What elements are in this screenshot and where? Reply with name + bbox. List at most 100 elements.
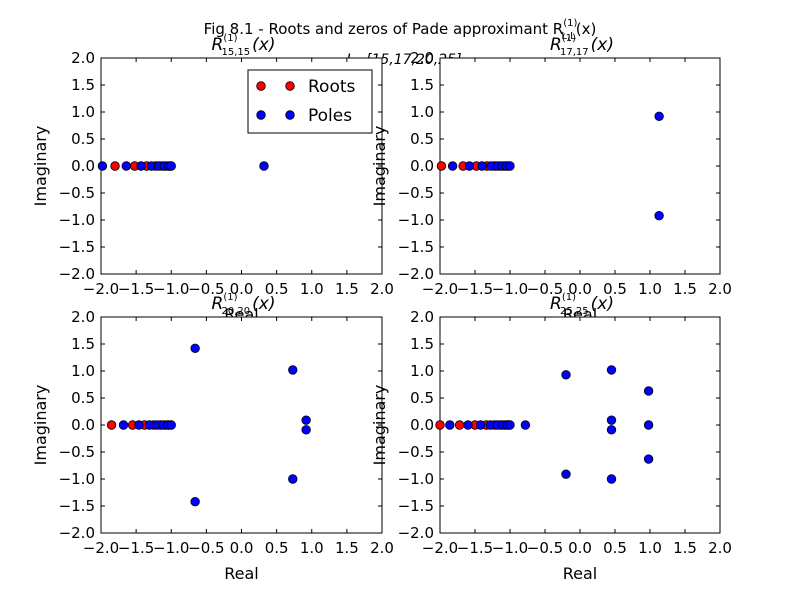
- pole-point: [464, 161, 475, 171]
- legend-roots-marker: [285, 81, 295, 91]
- panel-title-arg: (x): [591, 294, 614, 314]
- chart-panel-1: −2.0−1.5−1.0−0.5 0.0 0.5 1.0 1.5 2.02.01.51.0…: [31, 33, 394, 324]
- pole-point: [643, 454, 654, 464]
- x-tick-label: −1.5: [118, 280, 154, 298]
- y-tick-label: −2.0: [398, 524, 434, 542]
- y-tick-label: 1.0: [71, 362, 95, 380]
- x-tick-label: −1.5: [457, 539, 493, 557]
- pole-point: [121, 161, 131, 171]
- y-tick-label: −1.5: [59, 238, 95, 256]
- x-tick-label: 0.0: [568, 280, 592, 298]
- y-tick-label: −0.5: [59, 443, 95, 461]
- root-point: [454, 420, 465, 430]
- x-tick-label: 2.0: [370, 539, 394, 557]
- figure-suptitle: Fig 8.1 - Roots and zeros of Pade approx…: [204, 18, 597, 42]
- y-tick-label: −1.5: [59, 497, 95, 515]
- legend-roots-label: Roots: [308, 77, 356, 97]
- x-tick-label: 0.5: [603, 539, 627, 557]
- x-tick-label: 1.0: [300, 280, 324, 298]
- y-tick-label: 1.0: [410, 103, 434, 121]
- x-axis-label: Real: [563, 564, 598, 583]
- panel-title-sub: 17,17: [560, 47, 589, 58]
- pole-point: [477, 161, 487, 171]
- x-tick-label: −1.0: [153, 539, 189, 557]
- legend: Roots Poles: [247, 69, 373, 134]
- x-tick-label: −2.0: [83, 539, 119, 557]
- y-tick-label: 0.5: [71, 389, 95, 407]
- y-tick-label: −1.0: [398, 470, 434, 488]
- pole-point: [505, 161, 515, 171]
- x-tick-label: −1.0: [492, 539, 528, 557]
- chart-panel-4: −2.0−1.5−1.0−0.5 0.0 0.5 1.0 1.5 2.02.01.51.0…: [370, 292, 732, 583]
- pole-point: [606, 415, 617, 425]
- y-tick-label: −1.5: [398, 238, 434, 256]
- x-tick-label: −1.5: [457, 280, 493, 298]
- pole-point: [561, 370, 571, 380]
- panel-title-arg: (x): [252, 35, 275, 55]
- x-tick-label: −2.0: [422, 280, 458, 298]
- pole-point: [561, 469, 571, 479]
- y-tick-label: 2.0: [71, 308, 95, 326]
- panel-title: R(1) 20,20 (x): [212, 292, 276, 317]
- x-tick-label: −1.0: [153, 280, 189, 298]
- x-axis-label: Real: [224, 564, 259, 583]
- x-tick-label: 1.5: [335, 280, 359, 298]
- legend-poles-marker: [285, 110, 295, 120]
- x-tick-label: 0.0: [230, 280, 254, 298]
- pole-point: [505, 420, 515, 430]
- y-tick-label: 1.5: [410, 76, 434, 94]
- y-tick-label: 0.0: [71, 157, 95, 175]
- x-tick-label: −0.5: [527, 539, 563, 557]
- x-tick-label: −1.5: [118, 539, 154, 557]
- pole-point: [288, 474, 298, 484]
- pole-point: [654, 210, 664, 221]
- pole-point: [166, 420, 176, 430]
- pole-point: [134, 420, 144, 430]
- panel-title: R(1) 17,17 (x): [550, 33, 614, 58]
- panel-title-base: R: [550, 294, 562, 314]
- x-tick-label: 1.5: [335, 539, 359, 557]
- panel-title-arg: (x): [252, 294, 275, 314]
- panel-title-sub: 15,15: [221, 47, 250, 58]
- legend-frame: [247, 69, 373, 134]
- panel-title-sub: 20,20: [221, 306, 250, 317]
- root-point: [110, 161, 120, 171]
- panel-title-super: (1): [562, 33, 576, 44]
- x-tick-label: −0.5: [188, 539, 224, 557]
- pole-point: [606, 425, 617, 435]
- x-tick-label: 1.5: [673, 539, 697, 557]
- pole-point: [144, 420, 155, 430]
- root-point: [435, 420, 445, 430]
- root-point: [106, 420, 117, 430]
- y-tick-label: −2.0: [398, 265, 434, 283]
- x-tick-label: 1.0: [638, 539, 662, 557]
- pole-point: [643, 386, 654, 396]
- pole-point: [190, 496, 200, 507]
- x-tick-label: −0.5: [527, 280, 563, 298]
- panels: −2.0−1.5−1.0−0.5 0.0 0.5 1.0 1.5 2.02.01.51.0…: [31, 33, 732, 583]
- y-tick-label: −2.0: [59, 524, 95, 542]
- y-tick-label: 1.0: [410, 362, 434, 380]
- y-tick-label: −1.0: [398, 211, 434, 229]
- x-tick-label: 0.5: [265, 280, 289, 298]
- legend-poles-marker: [256, 110, 266, 120]
- y-tick-label: −0.5: [398, 184, 434, 202]
- pole-point: [643, 420, 654, 430]
- y-tick-label: −1.0: [59, 470, 95, 488]
- panel-title-super: (1): [223, 292, 237, 303]
- pole-point: [606, 365, 617, 375]
- x-tick-label: 2.0: [370, 280, 394, 298]
- pole-point: [118, 420, 129, 430]
- y-axis-label: Imaginary: [370, 385, 389, 466]
- pole-point: [654, 111, 664, 122]
- pole-point: [475, 420, 486, 430]
- y-tick-label: −1.0: [59, 211, 95, 229]
- y-tick-label: 2.0: [410, 49, 434, 67]
- chart-panel-2: −2.0−1.5−1.0−0.5 0.0 0.5 1.0 1.5 2.02.01.51.0…: [370, 33, 732, 324]
- y-tick-label: 0.0: [410, 416, 434, 434]
- panel-title-base: R: [212, 294, 224, 314]
- panel-title-super: (1): [223, 33, 237, 44]
- y-tick-label: 2.0: [410, 308, 434, 326]
- y-tick-label: 1.5: [410, 335, 434, 353]
